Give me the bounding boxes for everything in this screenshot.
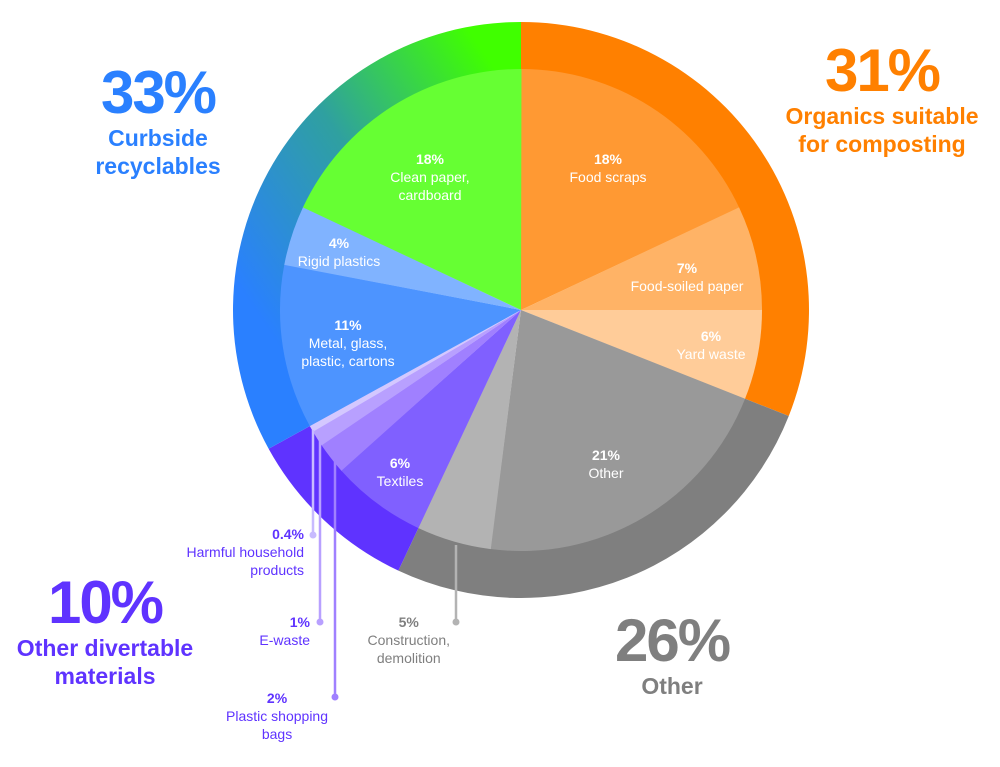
slice-clean-paper-cardboard	[302, 68, 522, 310]
ext-label-construction: 5% Construction, demolition	[367, 614, 450, 666]
slice-label-other: 21% Other	[588, 447, 624, 481]
slice-plastic-shopping-bags	[321, 310, 521, 471]
slice-label-metal-glass: 11% Metal, glass, plastic, cartons	[301, 317, 395, 369]
group-label-other: 26% Other	[614, 607, 731, 700]
slice-harmful-household-products	[309, 310, 521, 432]
ext-label-e-waste: 1% E-waste	[259, 614, 310, 648]
leader-plastic-bags-dot	[331, 693, 339, 701]
slice-yard-waste	[521, 310, 762, 400]
slice-food-scraps	[521, 69, 740, 310]
group-label-curbside: 33% Curbside recyclables	[95, 59, 221, 180]
leader-construction-dot	[452, 618, 460, 626]
group-label-divertable: 10% Other divertable materials	[16, 569, 194, 690]
ext-label-harmful: 0.4% Harmful household products	[186, 526, 304, 578]
leader-e-waste-dot	[316, 618, 324, 626]
slice-metal-glass-plastic-cartons	[280, 264, 521, 427]
group-label-organics: 31% Organics suitable for composting	[785, 37, 979, 158]
ring-segment-organics-suitable-for-composting	[521, 22, 809, 417]
slice-other	[490, 310, 746, 551]
slice-textiles	[341, 310, 521, 529]
slice-label-food-soiled-paper: 7% Food-soiled paper	[630, 260, 744, 294]
leader-harmful-dot	[309, 531, 317, 539]
slice-food-soiled-paper	[521, 207, 762, 311]
slice-construction-demolition	[417, 310, 521, 550]
slice-rigid-plastics	[284, 206, 521, 310]
ring-segment-other-divertable-materials	[268, 425, 420, 571]
ext-label-plastic-bags: 2% Plastic shopping bags	[226, 690, 328, 742]
ring-segment-curbside-recyclables	[232, 22, 521, 449]
slice-label-textiles: 6% Textiles	[376, 455, 424, 489]
slice-label-food-scraps: 18% Food scraps	[569, 151, 647, 185]
slice-label-clean-paper: 18% Clean paper, cardboard	[390, 151, 470, 203]
slice-label-yard-waste: 6% Yard waste	[676, 328, 746, 362]
slice-e-waste	[312, 310, 521, 446]
slice-label-rigid-plastics: 4% Rigid plastics	[297, 235, 381, 269]
